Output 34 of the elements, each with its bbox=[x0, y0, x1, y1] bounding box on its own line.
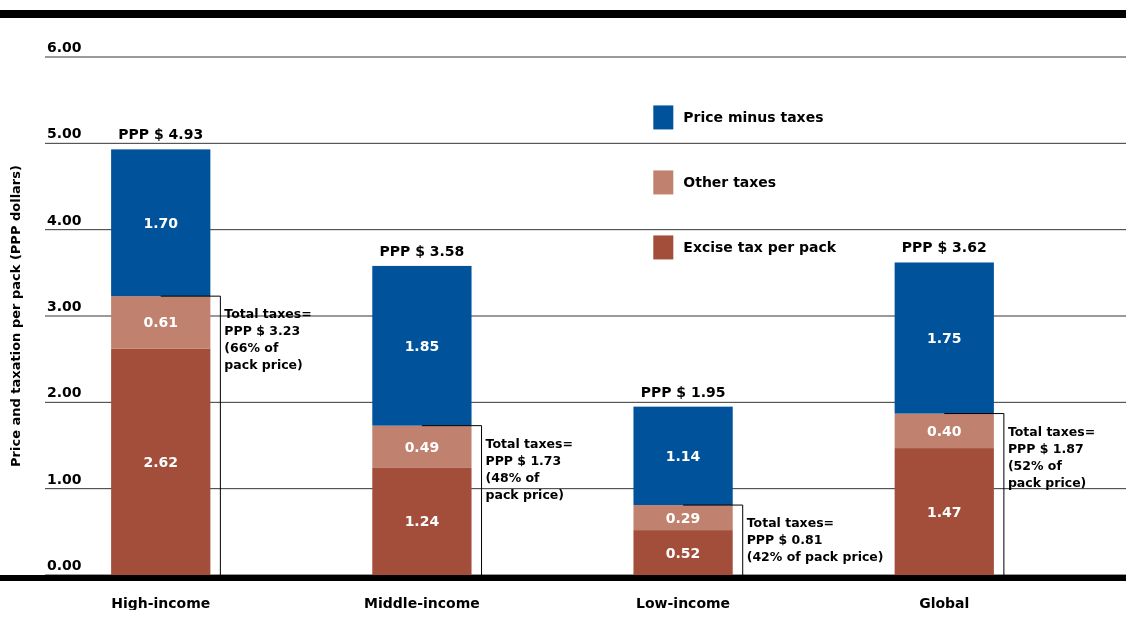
annotation: Total taxes= PPP $ 3.23 (66% of pack price) bbox=[224, 306, 312, 373]
y-tick-label: 2.00 bbox=[47, 384, 82, 401]
data-label: 1.70 bbox=[143, 214, 179, 231]
x-tick-label: Global bbox=[919, 595, 970, 611]
annotation: Total taxes= PPP $ 0.81 (42% of pack price) bbox=[746, 515, 884, 565]
data-label: 1.47 bbox=[926, 503, 962, 520]
total-label: PPP $ 3.58 bbox=[379, 242, 465, 259]
total-label: PPP $ 3.62 bbox=[901, 239, 987, 256]
annotation: Total taxes= PPP $ 1.73 (48% of pack price) bbox=[485, 435, 573, 502]
x-tick-label: Middle-income bbox=[364, 595, 480, 611]
data-label: 1.24 bbox=[404, 513, 440, 530]
data-label: 1.85 bbox=[404, 337, 440, 354]
data-label: 0.61 bbox=[143, 314, 179, 331]
y-tick-label: 6.00 bbox=[47, 39, 82, 55]
legend-label: Price minus taxes bbox=[683, 109, 824, 126]
legend-label: Other taxes bbox=[683, 174, 777, 191]
data-label: 1.75 bbox=[926, 330, 962, 347]
data-label: 1.14 bbox=[665, 447, 701, 464]
y-tick-label: 0.00 bbox=[47, 557, 82, 573]
x-tick-label: Low-income bbox=[636, 595, 731, 611]
total-label: PPP $ 1.95 bbox=[640, 383, 726, 400]
annotation: Total taxes= PPP $ 1.87 (52% of pack price) bbox=[1007, 423, 1096, 490]
data-label: 0.29 bbox=[665, 509, 701, 526]
y-tick-label: 1.00 bbox=[47, 470, 82, 487]
y-tick-label: 4.00 bbox=[47, 211, 82, 228]
data-label: 0.52 bbox=[665, 544, 701, 561]
total-label: PPP $ 4.93 bbox=[118, 126, 204, 143]
data-label: 2.62 bbox=[143, 453, 179, 470]
y-tick-label: 3.00 bbox=[47, 298, 82, 314]
data-label: 0.40 bbox=[926, 422, 962, 439]
y-axis-title: Price and taxation per pack (PPP dollars) bbox=[8, 165, 23, 467]
data-label: 0.49 bbox=[404, 438, 440, 455]
legend-label: Excise tax per pack bbox=[683, 239, 837, 256]
y-tick-label: 5.00 bbox=[47, 125, 82, 142]
